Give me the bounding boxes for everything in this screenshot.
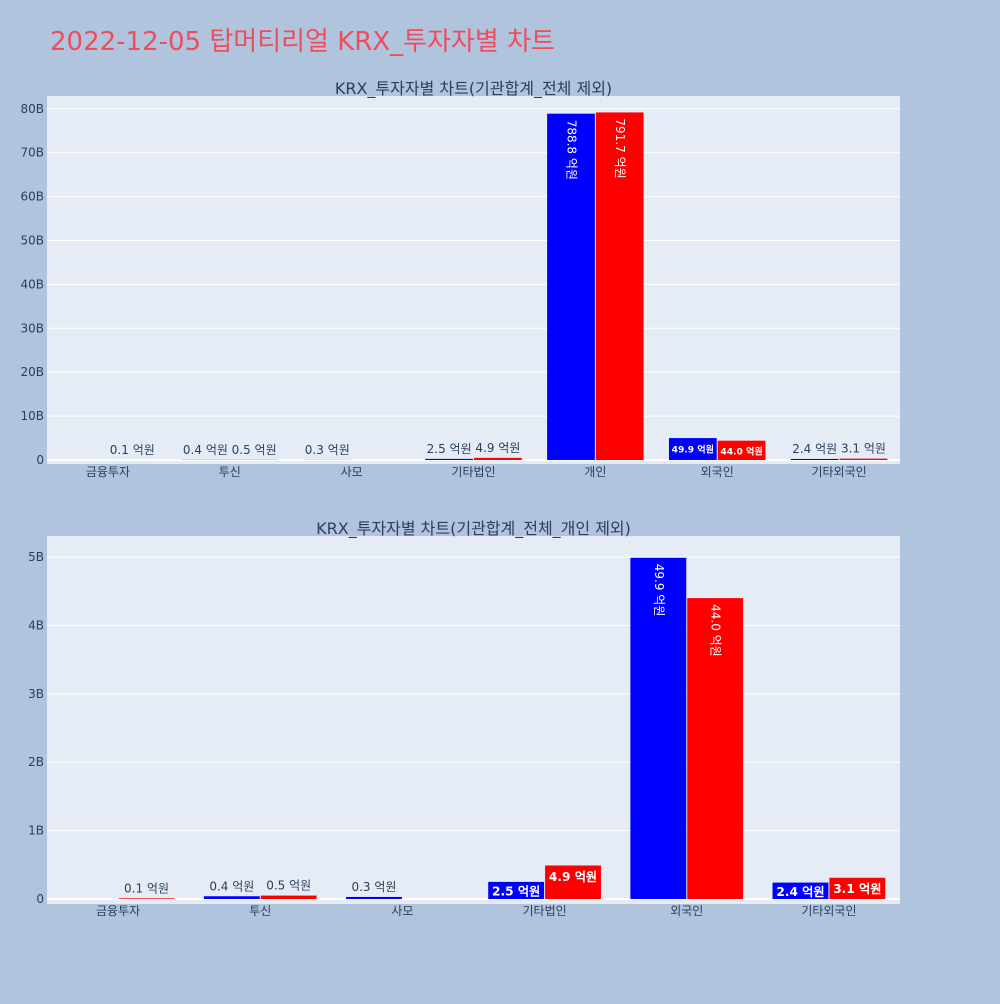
x-tick-label: 외국인 [670,904,703,918]
bar [204,896,260,899]
data-label: 4.9 억원 [475,441,520,455]
y-tick-label: 2B [28,755,44,769]
data-label: 788.8 억원 [564,120,578,180]
y-tick-label: 4B [28,618,44,632]
y-tick-label: 80B [20,102,44,116]
y-tick-label: 1B [28,824,44,838]
plot-area [47,96,900,464]
data-label: 0.3 억원 [305,443,350,457]
y-tick-label: 10B [20,409,44,423]
bottom-chart: 0 1B 2B 3B 4B 5B KRX_투자자별 차트(기관합계_전체_개인 제외) 금융투… [28,519,900,918]
bar [425,459,473,460]
bar [119,898,175,899]
y-tick-label: 60B [20,190,44,204]
data-label: 0.1 억원 [110,443,155,457]
x-tick-label: 기타법인 [451,465,495,479]
y-tick-label: 70B [20,146,44,160]
data-label: 44.0 억원 [720,446,762,458]
x-tick-label: 외국인 [701,465,734,479]
x-tick-label: 금융투자 [96,904,140,918]
data-label: 44.0 억원 [709,604,723,657]
data-label: 3.1 억원 [841,442,886,456]
bar [346,897,402,899]
data-label: 2.5 억원 [427,442,472,456]
data-label: 0.5 억원 [266,879,311,893]
data-label: 3.1 억원 [833,882,881,896]
data-label: 0.5 억원 [232,443,277,457]
y-tick-label: 50B [20,233,44,247]
data-label: 0.1 억원 [124,881,169,895]
y-tick-label: 0 [36,892,44,906]
x-tick-label: 사모 [391,904,413,918]
x-tick-label: 투신 [219,465,241,479]
y-tick-label: 3B [28,687,44,701]
data-label: 791.7 억원 [613,118,627,178]
x-tick-label: 투신 [249,904,271,918]
bar [840,459,888,460]
data-label: 49.9 억원 [652,564,666,617]
data-label: 2.5 억원 [492,885,540,899]
x-tick-label: 기타법인 [522,904,566,918]
data-label: 0.4 억원 [209,879,254,893]
top-chart: 0 10B 20B 30B 40B 50B 60B 70B 80B KRX_투자자별 차트(기관합… [20,79,900,479]
data-label: 0.3 억원 [351,880,396,894]
data-label: 2.4 억원 [776,885,824,899]
y-tick-label: 0 [36,453,44,467]
y-tick-label: 30B [20,321,44,335]
data-label: 2.4 억원 [792,442,837,456]
y-tick-label: 20B [20,365,44,379]
x-tick-label: 사모 [341,465,363,479]
bar [474,458,522,460]
x-tick-label: 금융투자 [86,465,130,479]
y-tick-label: 5B [28,550,44,564]
data-label: 0.4 억원 [183,443,228,457]
x-tick-label: 개인 [584,465,606,479]
chart-title: KRX_투자자별 차트(기관합계_전체_개인 제외) [316,519,631,539]
data-label: 49.9 억원 [672,443,714,455]
bar [261,896,317,899]
page-title: 2022-12-05 탑머티리얼 KRX_투자자별 차트 [50,27,555,57]
y-tick-label: 40B [20,277,44,291]
chart-title: KRX_투자자별 차트(기관합계_전체 제외) [335,79,612,99]
x-tick-label: 기타외국인 [801,904,856,918]
bar [791,459,839,460]
data-label: 4.9 억원 [549,870,597,884]
plot-area [47,536,900,904]
x-tick-label: 기타외국인 [811,465,866,479]
